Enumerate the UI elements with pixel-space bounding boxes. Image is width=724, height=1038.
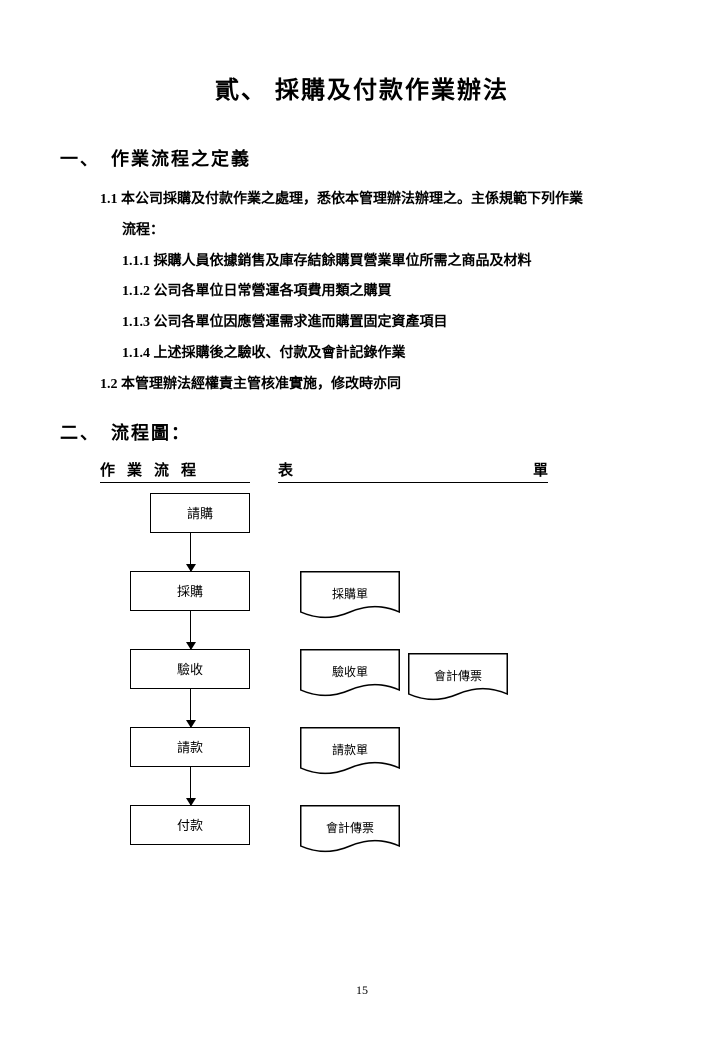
flow-process-box: 請款 [130,727,250,767]
flow-arrow [190,689,191,727]
p-1-1a: 1.1 本公司採購及付款作業之處理，悉依本管理辦法辦理之。主係規範下列作業 [100,185,664,216]
p-1-1-3: 1.1.3 公司各單位因應營運需求進而購置固定資產項目 [122,308,664,339]
col-header-form-r: 單 [533,459,548,480]
flow-document: 採購單 [300,571,400,627]
flow-document: 會計傳票 [300,805,400,861]
flow-arrow [190,611,191,649]
flow-document: 會計傳票 [408,653,508,709]
doc-title: 貳、 採購及付款作業辦法 [60,70,664,105]
flow-column-headers: 作業流程 表 單 [100,459,664,483]
flow-process-box: 驗收 [130,649,250,689]
flow-document: 請款單 [300,727,400,783]
flow-document: 驗收單 [300,649,400,705]
flow-arrow [190,767,191,805]
p-1-1b: 流程： [122,216,664,247]
page: 貳、 採購及付款作業辦法 一、 作業流程之定義 1.1 本公司採購及付款作業之處… [0,0,724,1038]
col-header-form-l: 表 [278,463,293,479]
flow-process-box: 請購 [150,493,250,533]
flow-document-label: 請款單 [300,741,400,758]
flow-document-label: 會計傳票 [408,667,508,684]
flow-process-box: 採購 [130,571,250,611]
flow-document-label: 會計傳票 [300,819,400,836]
p-1-2: 1.2 本管理辦法經權責主管核准實施，修改時亦同 [100,370,664,401]
flow-document-label: 驗收單 [300,663,400,680]
p-1-1-1: 1.1.1 採購人員依據銷售及庫存結餘購買營業單位所需之商品及材料 [122,247,664,278]
col-header-process: 作業流程 [100,459,250,483]
flowchart: 請購採購驗收請款付款採購單驗收單會計傳票請款單會計傳票 [100,493,620,923]
section1-heading: 一、 作業流程之定義 [60,145,664,171]
p-1-1-4: 1.1.4 上述採購後之驗收、付款及會計記錄作業 [122,339,664,370]
page-number: 15 [60,983,664,998]
col-header-form: 表 單 [278,459,548,483]
section2-heading: 二、 流程圖： [60,419,664,445]
flow-process-box: 付款 [130,805,250,845]
p-1-1-2: 1.1.2 公司各單位日常營運各項費用類之購買 [122,277,664,308]
flow-document-label: 採購單 [300,585,400,602]
flow-arrow [190,533,191,571]
